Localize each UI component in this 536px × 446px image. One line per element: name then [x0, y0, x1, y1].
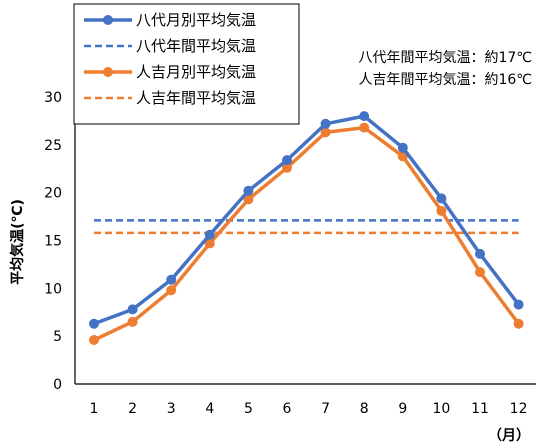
legend-item: 八代年間平均気温	[84, 37, 256, 55]
data-point	[204, 238, 215, 249]
legend-marker	[103, 67, 113, 77]
x-axis-unit: （月）	[488, 428, 530, 444]
legend-item: 八代月別平均気温	[84, 11, 256, 29]
x-tick-label: 10	[432, 401, 450, 417]
y-tick-label: 10	[44, 281, 62, 297]
y-tick-labels: 0 5 10 15 20 25 30	[44, 90, 62, 393]
x-tick-label: 6	[283, 401, 292, 417]
series-3	[89, 122, 524, 345]
legend-label: 八代月別平均気温	[136, 11, 256, 29]
data-point	[282, 155, 292, 166]
y-tick-label: 20	[44, 186, 62, 202]
x-tick-label: 7	[321, 401, 330, 417]
x-tick-label: 4	[205, 401, 214, 417]
series-1	[89, 111, 524, 329]
x-tick-labels: 1 2 3 4 5 6 7 8 9 10 11 12	[90, 401, 528, 417]
legend-label: 人吉年間平均気温	[136, 89, 256, 107]
x-tick-label: 11	[471, 401, 489, 417]
legend-marker	[103, 15, 113, 25]
annotation-yatsushiro: 八代年間平均気温：約17℃	[358, 50, 532, 66]
legend-label: 人吉月別平均気温	[136, 63, 256, 81]
x-tick-label: 3	[167, 401, 176, 417]
data-point	[320, 118, 331, 129]
data-point	[282, 162, 292, 173]
x-tick-label: 5	[244, 401, 253, 417]
data-point	[475, 267, 485, 278]
legend-box	[73, 3, 300, 125]
y-tick-label: 0	[53, 377, 62, 393]
data-point	[127, 304, 138, 315]
x-tick-label: 8	[360, 401, 369, 417]
data-point	[204, 229, 215, 240]
data-point	[359, 111, 370, 122]
data-point	[243, 185, 254, 196]
data-point	[397, 142, 408, 153]
data-point	[127, 316, 138, 327]
data-point	[89, 334, 99, 345]
x-tick-label: 1	[90, 401, 99, 417]
data-point	[359, 122, 370, 133]
data-point	[475, 248, 485, 259]
data-point	[436, 193, 447, 204]
data-point	[243, 194, 254, 205]
legend-label: 八代年間平均気温	[136, 37, 256, 55]
x-tick-label: 9	[398, 401, 407, 417]
data-point	[320, 127, 331, 138]
legend-item: 人吉年間平均気温	[84, 89, 256, 107]
data-point	[166, 274, 177, 285]
data-point	[166, 285, 177, 296]
data-point	[89, 318, 99, 329]
y-tick-label: 30	[44, 90, 62, 106]
series-line	[93, 125, 521, 342]
y-axis-label: 平均気温(℃)	[9, 199, 26, 285]
y-tick-label: 15	[44, 234, 62, 250]
y-tick-label: 5	[53, 329, 62, 345]
series-line	[93, 114, 520, 326]
data-point	[513, 318, 524, 329]
legend-item: 人吉月別平均気温	[84, 63, 256, 81]
annotation-hitoyoshi: 人吉年間平均気温：約16℃	[358, 72, 532, 88]
x-tick-label: 2	[128, 401, 137, 417]
y-tick-label: 25	[44, 138, 62, 154]
x-tick-label: 12	[510, 401, 528, 417]
series-layer	[89, 111, 524, 345]
data-point	[513, 299, 524, 310]
data-point	[436, 205, 447, 216]
